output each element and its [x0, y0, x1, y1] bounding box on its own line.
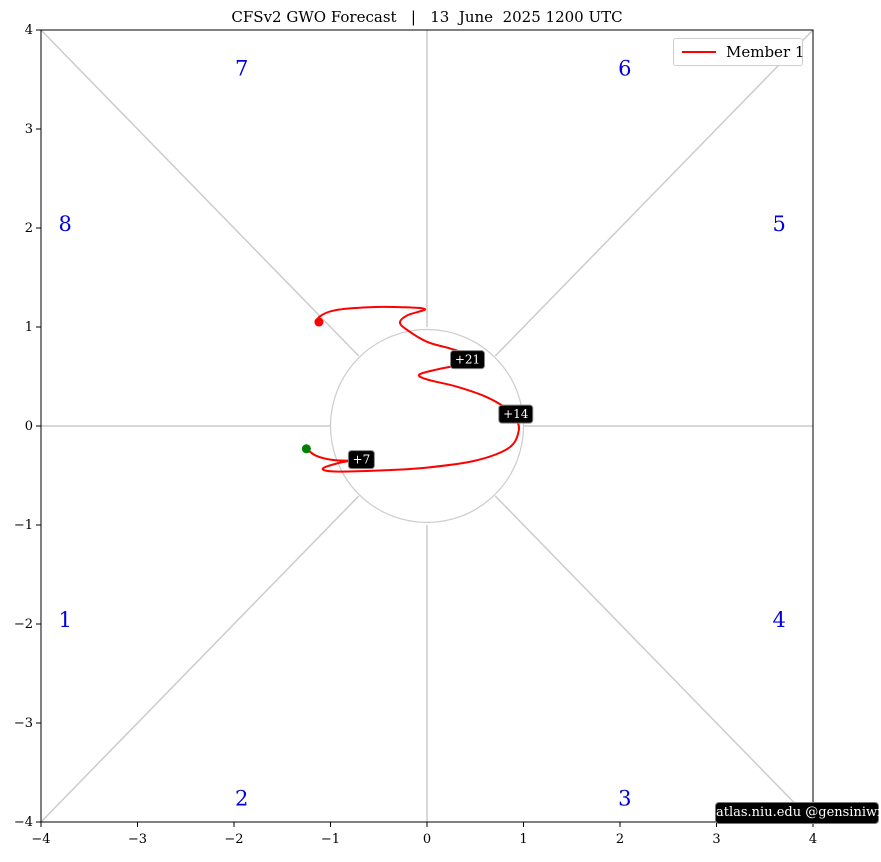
x-tick-label: 4	[809, 832, 817, 847]
y-tick-label: −2	[14, 617, 33, 632]
x-tick-label: −3	[128, 832, 147, 847]
phase-boundary-line	[494, 495, 814, 823]
day-annotation-box	[498, 404, 534, 424]
day-annotation: +7	[347, 450, 375, 470]
phase-boundary-line	[40, 495, 360, 823]
start-point-marker	[301, 444, 311, 454]
x-tick-label: 2	[616, 832, 624, 847]
day-annotation-label: +7	[353, 453, 371, 467]
x-tick-label: −4	[31, 832, 50, 847]
phase-label-2: 2	[235, 786, 248, 810]
phase-label-1: 1	[58, 608, 71, 632]
chart-title: CFSv2 GWO Forecast | 13 June 2025 1200 U…	[231, 8, 622, 26]
x-tick-label: 3	[712, 832, 720, 847]
x-tick-label: −2	[224, 832, 243, 847]
y-tick-label: 3	[25, 122, 33, 137]
day-annotation-label: +14	[503, 407, 529, 421]
watermark: atlas.niu.edu @gensiniwx	[715, 802, 881, 824]
phase-boundary-line	[494, 29, 814, 357]
phase-label-3: 3	[618, 786, 631, 810]
x-tick-label: 0	[423, 832, 431, 847]
day-annotation-label: +21	[455, 353, 480, 367]
day-annotation: +14	[498, 404, 534, 424]
legend: Member 1	[673, 38, 805, 66]
y-tick-label: 2	[25, 221, 33, 236]
x-tick-label: −1	[321, 832, 340, 847]
y-tick-label: −3	[14, 716, 33, 731]
legend-swatch-member-1	[682, 51, 716, 53]
y-tick-label: 0	[25, 419, 33, 434]
series-line-member-1	[305, 305, 520, 473]
legend-label-member-1: Member 1	[726, 43, 805, 61]
phase-label-4: 4	[773, 608, 786, 632]
phase-label-8: 8	[58, 212, 71, 236]
unit-circle	[329, 328, 525, 524]
day-annotation-box	[347, 450, 375, 470]
phase-label-7: 7	[235, 57, 248, 81]
day-annotation: +21	[450, 350, 486, 370]
phase-label-6: 6	[618, 57, 631, 81]
y-tick-label: −1	[14, 518, 33, 533]
x-tick-label: 1	[519, 832, 527, 847]
y-tick-label: 1	[25, 320, 33, 335]
day-annotation-box	[450, 350, 486, 370]
y-tick-label: −4	[14, 815, 33, 830]
end-point-marker	[314, 317, 324, 327]
y-tick-label: 4	[25, 23, 33, 38]
phase-boundary-line	[40, 29, 360, 357]
phase-label-5: 5	[773, 212, 786, 236]
